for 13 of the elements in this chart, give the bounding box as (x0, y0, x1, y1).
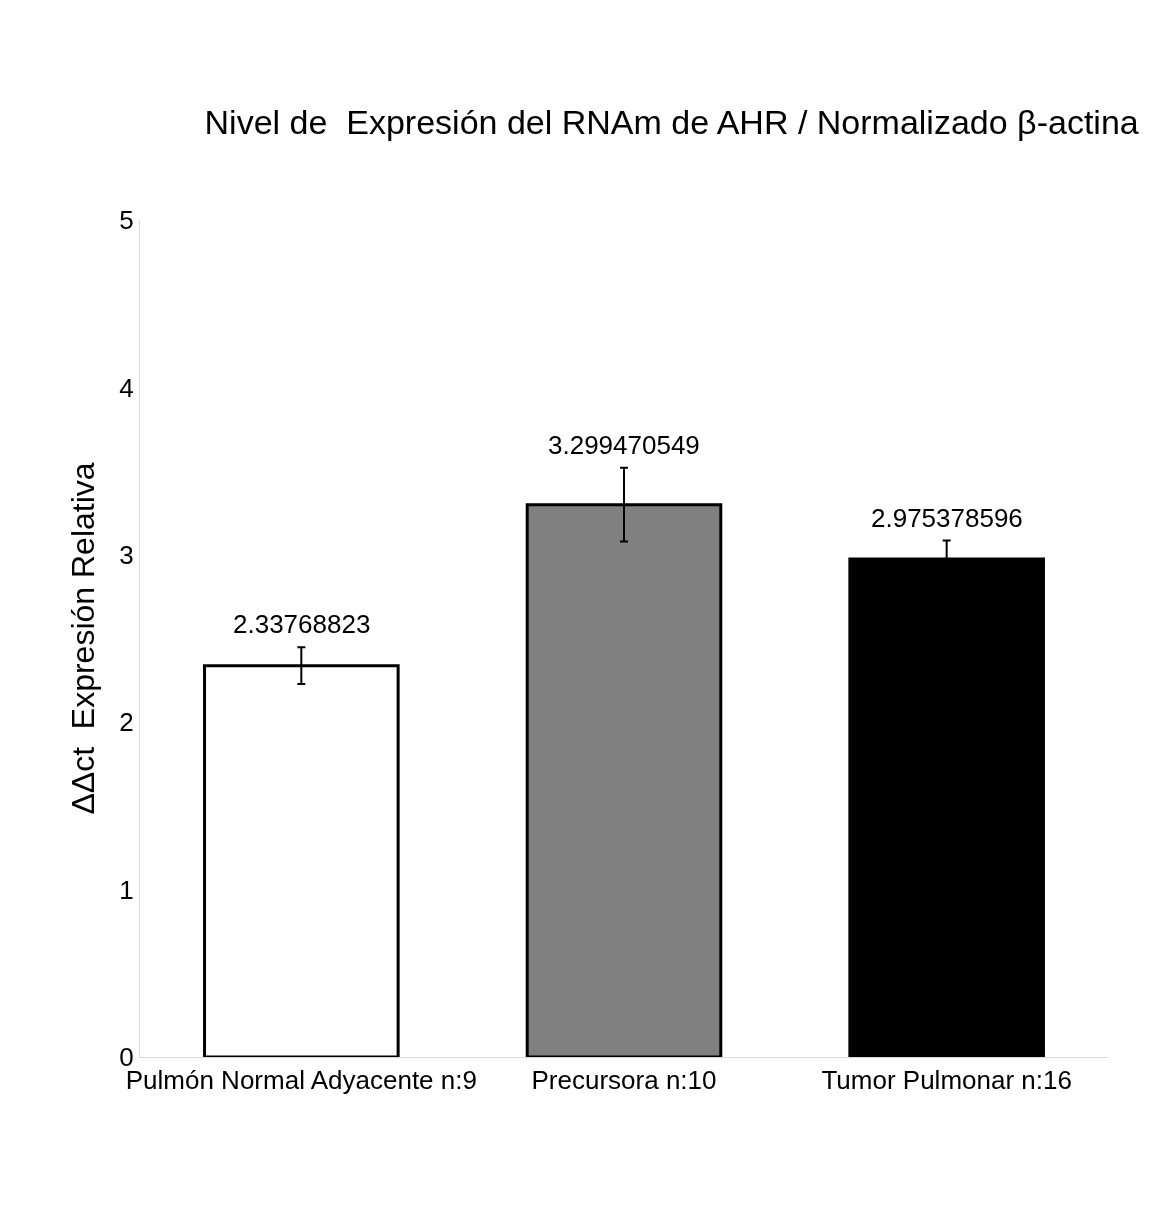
chart-title: Nivel de Expresión del RNAm de AHR / Normalizado β-actina (204, 103, 1139, 142)
x-tick-label: Pulmón Normal Adyacente n:9 (125, 1065, 477, 1096)
data-label: 2.975378596 (871, 503, 1023, 533)
y-tick-label: 2 (119, 707, 134, 738)
y-tick-label: 4 (119, 372, 134, 403)
data-label: 2.33768823 (233, 609, 371, 639)
x-tick-label: Tumor Pulmonar n:16 (821, 1065, 1072, 1096)
y-tick-label: 1 (119, 874, 134, 905)
y-tick-label: 5 (119, 205, 134, 236)
y-tick-label: 3 (119, 539, 134, 570)
data-label: 3.299470549 (548, 430, 700, 460)
y-axis-title: ΔΔct Expresión Relativa (64, 462, 101, 815)
x-tick-label: Precursora n:10 (531, 1065, 717, 1096)
